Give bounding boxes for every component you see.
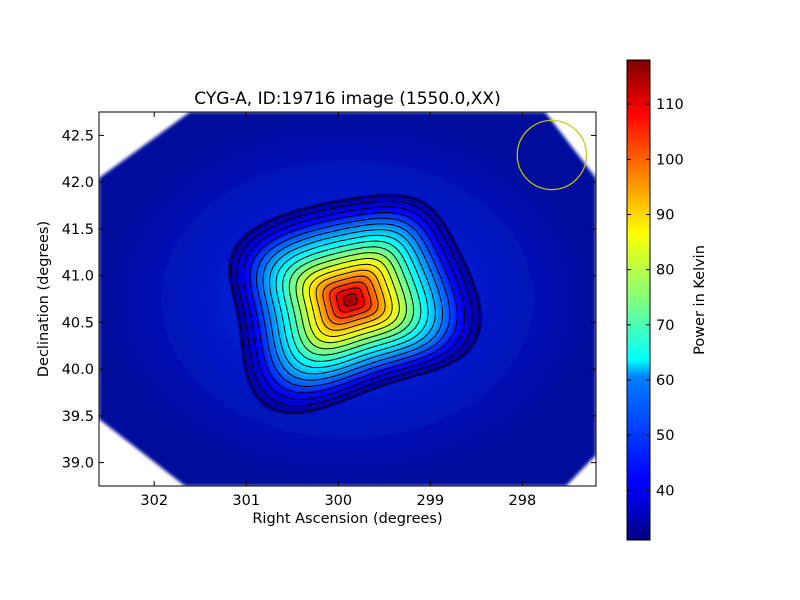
contour-line xyxy=(249,211,458,394)
colorbar-tick-label: 70 xyxy=(656,318,674,334)
colorbar-tick-label: 90 xyxy=(656,207,674,223)
contour-line xyxy=(275,234,429,369)
colorbar-tick-label: 40 xyxy=(656,483,674,499)
contour-line xyxy=(288,246,415,356)
plot-frame xyxy=(98,111,597,487)
x-tick-label: 300 xyxy=(324,493,352,509)
contour-line xyxy=(308,263,393,338)
y-axis-ticks: 39.0 39.5 40.0 40.5 41.0 41.5 42.0 42.5 xyxy=(62,128,596,472)
x-axis-ticks: 302 301 300 299 298 xyxy=(140,112,536,509)
contour-line xyxy=(229,194,481,413)
y-tick-label: 41.5 xyxy=(62,222,94,238)
y-tick-label: 39.5 xyxy=(62,409,94,425)
y-tick-label: 40.0 xyxy=(62,362,94,378)
contour-line xyxy=(322,275,379,325)
colorbar-ticks: 40 50 60 70 80 90 100 110 xyxy=(627,97,684,499)
x-tick-label: 301 xyxy=(232,493,260,509)
y-tick-label: 42.0 xyxy=(62,175,94,191)
contour-line xyxy=(236,200,473,407)
x-tick-label: 298 xyxy=(509,493,537,509)
colorbar-label: Power in Kelvin xyxy=(692,245,708,355)
contour-line xyxy=(342,293,358,307)
colorbar-gradient xyxy=(626,59,651,541)
beam-circle xyxy=(516,119,588,191)
colorbar: 40 50 60 70 80 90 100 110 Power in Kelvin xyxy=(626,59,708,541)
y-tick-label: 40.5 xyxy=(62,315,94,331)
colorbar-tick-label: 60 xyxy=(656,373,674,389)
contour-line xyxy=(268,229,436,375)
y-axis-label: Declination (degrees) xyxy=(36,221,52,377)
contour-line xyxy=(242,206,466,400)
contour-line xyxy=(315,269,386,331)
colorbar-tick-label: 110 xyxy=(656,97,684,113)
chart-title: CYG-A, ID:19716 image (1550.0,XX) xyxy=(194,89,500,109)
plot-area xyxy=(99,112,596,486)
contour-line xyxy=(329,281,372,319)
x-tick-label: 302 xyxy=(140,493,168,509)
contour-line xyxy=(336,287,365,313)
contour-line xyxy=(302,257,400,344)
emission-level xyxy=(347,297,354,303)
contour-line xyxy=(255,217,451,388)
contour-lines xyxy=(229,194,481,413)
contour-line xyxy=(262,223,444,381)
y-tick-label: 41.0 xyxy=(62,269,94,285)
y-tick-label: 39.0 xyxy=(62,456,94,472)
x-tick-label: 299 xyxy=(416,493,444,509)
y-tick-label: 42.5 xyxy=(62,128,94,144)
x-axis-label: Right Ascension (degrees) xyxy=(252,511,442,527)
colorbar-tick-label: 80 xyxy=(656,263,674,279)
colorbar-tick-label: 100 xyxy=(656,152,684,168)
contour-line xyxy=(295,252,408,350)
contour-line xyxy=(282,240,422,362)
colorbar-tick-label: 50 xyxy=(656,428,674,444)
